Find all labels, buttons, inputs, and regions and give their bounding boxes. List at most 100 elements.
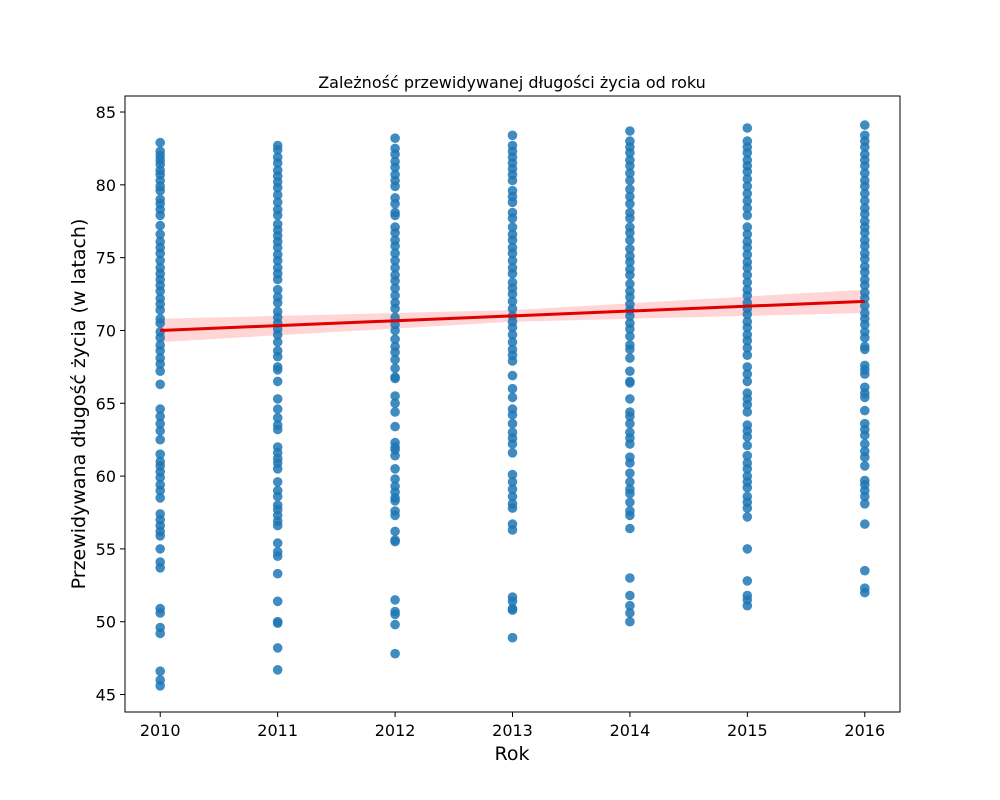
y-tick-label: 75 [96, 249, 116, 268]
data-point [390, 398, 400, 409]
data-point [625, 573, 635, 583]
data-point [625, 292, 635, 302]
data-point [625, 270, 635, 280]
data-point [155, 286, 165, 296]
data-point [742, 242, 753, 253]
data-point [742, 576, 753, 586]
data-point [625, 590, 635, 601]
data-point [625, 184, 635, 194]
data-point [390, 363, 400, 374]
data-point [860, 491, 870, 502]
data-point [390, 133, 400, 143]
data-point [742, 450, 753, 461]
data-point [390, 421, 400, 432]
data-point [155, 366, 165, 377]
y-tick-label: 45 [96, 686, 116, 705]
regression-line [160, 299, 865, 332]
x-tick-label: 2010 [140, 721, 181, 740]
x-tick-label: 2016 [844, 721, 885, 740]
data-point [390, 283, 400, 294]
data-point [272, 351, 283, 362]
data-point [860, 196, 870, 206]
data-point [625, 279, 635, 289]
data-point [742, 277, 753, 288]
data-point [507, 322, 518, 333]
data-point [742, 270, 753, 280]
data-point [272, 394, 283, 404]
data-point [507, 248, 518, 259]
data-point [507, 596, 518, 607]
data-point [272, 477, 283, 487]
data-point [625, 235, 635, 245]
data-point [507, 410, 518, 420]
data-point [155, 185, 165, 196]
data-point [272, 520, 283, 531]
data-point [507, 130, 518, 141]
data-point [625, 488, 635, 499]
data-point [390, 526, 400, 537]
data-point [860, 439, 870, 449]
data-point [742, 362, 753, 372]
data-point [860, 405, 870, 416]
data-point [155, 449, 165, 460]
data-point [272, 337, 283, 347]
data-point [742, 229, 753, 240]
data-point [860, 319, 870, 330]
data-point [272, 365, 283, 375]
data-point [860, 587, 870, 598]
data-point [155, 411, 165, 422]
data-point [155, 628, 165, 639]
y-tick-label: 50 [96, 613, 116, 632]
data-point [507, 477, 518, 487]
data-point [860, 254, 870, 264]
x-axis-ticks: 2010 2011 2012 2013 2014 2015 2016 [140, 712, 885, 740]
data-point [860, 332, 870, 343]
data-point [625, 244, 635, 254]
data-point [390, 373, 400, 384]
data-point [625, 616, 635, 627]
data-point [155, 248, 165, 259]
data-point [742, 600, 753, 611]
data-point [860, 161, 870, 171]
data-point [390, 648, 400, 659]
x-tick-label: 2014 [610, 721, 651, 740]
data-point [625, 418, 635, 429]
data-point [625, 458, 635, 468]
data-point [507, 255, 518, 266]
x-axis-label: Rok [495, 743, 530, 765]
scatter-points-layer [155, 120, 870, 691]
data-point [625, 148, 635, 158]
data-point [507, 484, 518, 495]
data-point [155, 346, 165, 356]
y-axis-label: Przewidywana długość życia (w latach) [68, 219, 90, 590]
data-point [742, 222, 753, 232]
data-point [860, 392, 870, 403]
data-point [155, 220, 165, 231]
data-point [742, 210, 753, 221]
data-point [155, 531, 165, 541]
data-point [625, 344, 635, 355]
data-point [155, 426, 165, 436]
data-point [625, 199, 635, 209]
data-point [625, 378, 635, 388]
data-point [742, 369, 753, 379]
data-point [860, 300, 870, 311]
data-point [742, 343, 753, 353]
data-point [272, 404, 283, 414]
data-point [742, 181, 753, 192]
data-point [155, 472, 165, 483]
data-point [390, 595, 400, 605]
data-point [742, 482, 753, 493]
data-point [390, 162, 400, 173]
data-point [507, 235, 518, 245]
regression-line-layer [160, 299, 865, 332]
data-point [625, 394, 635, 404]
data-point [272, 298, 283, 308]
data-point [742, 203, 753, 213]
data-point [507, 296, 518, 307]
data-point [155, 255, 165, 266]
data-point [507, 392, 518, 403]
y-tick-label: 80 [96, 176, 116, 195]
data-point [507, 289, 518, 299]
data-point [860, 168, 870, 178]
